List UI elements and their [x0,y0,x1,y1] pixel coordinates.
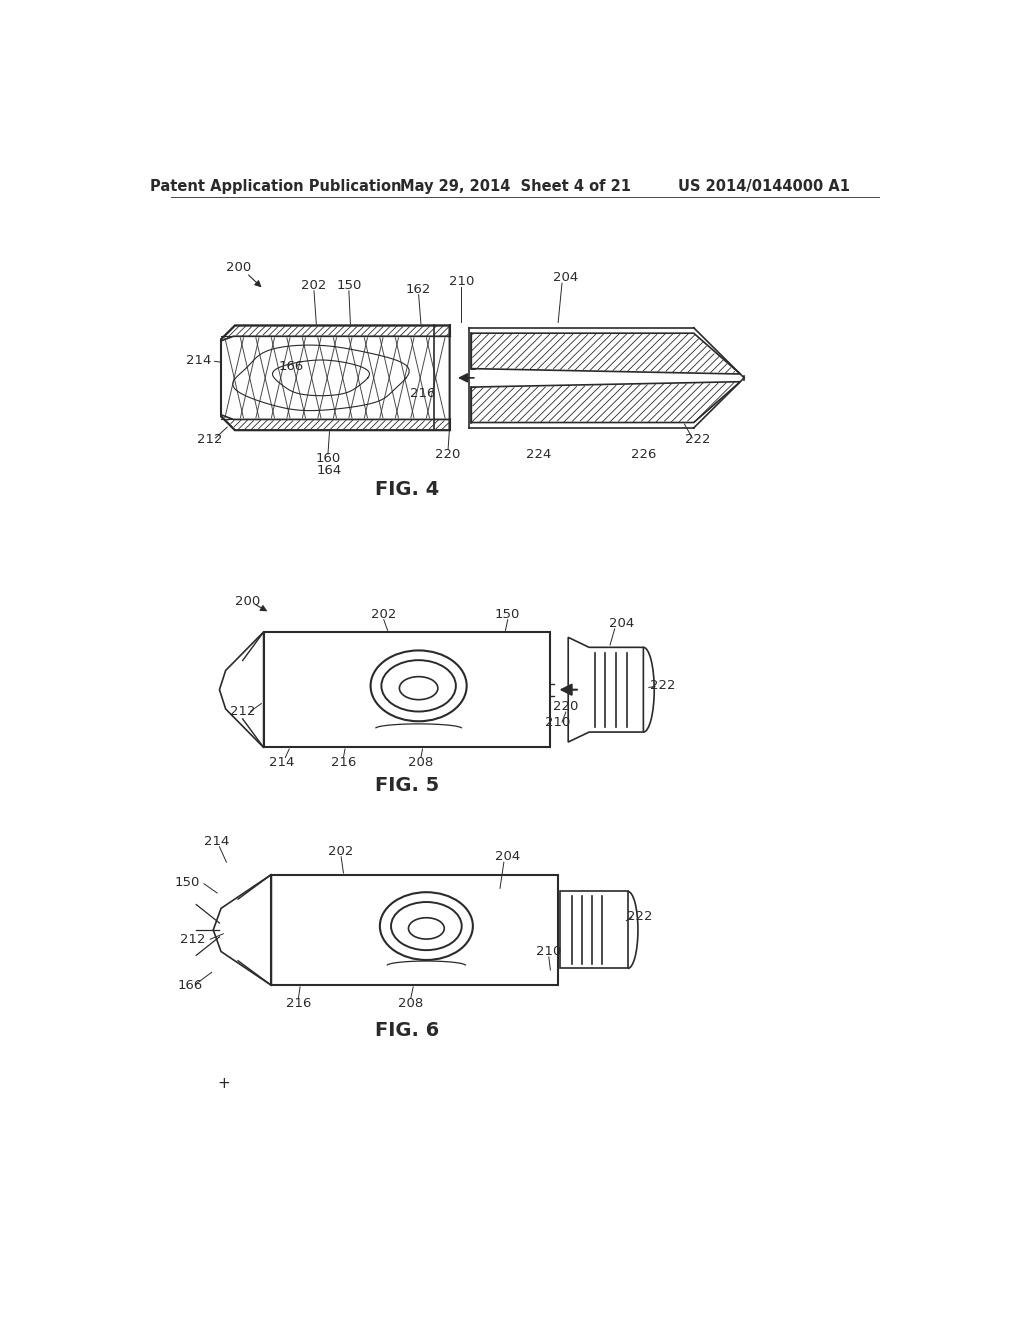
Bar [271,874,558,985]
Text: 210: 210 [537,945,561,958]
Text: 150: 150 [175,875,200,888]
Text: 202: 202 [329,845,354,858]
Text: 160: 160 [315,453,341,465]
Text: 200: 200 [226,261,252,275]
Text: 212: 212 [180,933,206,945]
Text: 214: 214 [186,354,212,367]
Text: 212: 212 [197,433,222,446]
Text: 216: 216 [331,756,356,770]
Text: 150: 150 [495,607,520,620]
Text: 164: 164 [316,463,342,477]
Text: 204: 204 [496,850,520,863]
Text: 222: 222 [650,680,676,693]
Text: 150: 150 [336,279,361,292]
Text: 216: 216 [410,387,435,400]
Text: 226: 226 [631,449,656,462]
Text: 212: 212 [230,705,255,718]
Text: May 29, 2014  Sheet 4 of 21: May 29, 2014 Sheet 4 of 21 [400,180,631,194]
Text: 210: 210 [449,275,474,288]
Text: 204: 204 [553,271,579,284]
Text: 220: 220 [435,449,461,462]
Text: 166: 166 [279,360,303,372]
Text: FIG. 6: FIG. 6 [375,1020,439,1040]
Text: 202: 202 [301,279,327,292]
Text: 216: 216 [286,997,311,1010]
Text: +: + [217,1076,229,1092]
Text: FIG. 5: FIG. 5 [375,776,439,796]
Text: FIG. 4: FIG. 4 [375,480,439,499]
Text: 214: 214 [268,756,294,770]
Bar [263,632,550,747]
Text: Patent Application Publication: Patent Application Publication [150,180,401,194]
Text: 214: 214 [205,834,229,847]
Text: 208: 208 [398,997,424,1010]
Text: 220: 220 [553,700,579,713]
Text: 222: 222 [685,433,711,446]
Text: 210: 210 [546,715,570,729]
Text: US 2014/0144000 A1: US 2014/0144000 A1 [678,180,850,194]
Text: 200: 200 [236,594,261,607]
Text: 202: 202 [371,607,396,620]
Text: 166: 166 [177,979,203,991]
Text: 208: 208 [409,756,433,770]
Text: 162: 162 [406,282,431,296]
Text: 204: 204 [609,616,634,630]
Text: 224: 224 [526,449,552,462]
Text: 222: 222 [627,909,652,923]
